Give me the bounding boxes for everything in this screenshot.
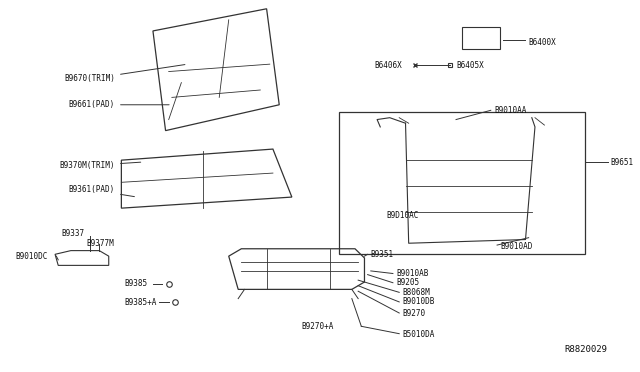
Text: B9010AD: B9010AD: [500, 243, 532, 251]
Text: B9361(PAD): B9361(PAD): [69, 185, 134, 197]
Text: B9385: B9385: [125, 279, 148, 288]
Text: B9270+A: B9270+A: [301, 322, 333, 331]
Text: B9385+A: B9385+A: [125, 298, 157, 307]
Text: B9670(TRIM): B9670(TRIM): [64, 65, 185, 83]
Text: B6400X: B6400X: [529, 38, 556, 46]
Text: B9205: B9205: [396, 278, 419, 287]
Text: B9651: B9651: [611, 157, 634, 167]
Text: B8068M: B8068M: [403, 288, 430, 297]
Text: B9337: B9337: [61, 230, 84, 238]
Text: B6406X: B6406X: [374, 61, 403, 70]
Text: B9010AB: B9010AB: [396, 269, 428, 278]
Text: B9370M(TRIM): B9370M(TRIM): [60, 161, 141, 170]
Text: B9D10AC: B9D10AC: [387, 211, 419, 220]
Bar: [339, 112, 586, 254]
Text: B9351: B9351: [371, 250, 394, 259]
Text: B9010AA: B9010AA: [494, 106, 526, 115]
Text: B9010DB: B9010DB: [403, 298, 435, 307]
Text: B9270: B9270: [403, 308, 426, 318]
Text: B9010DC: B9010DC: [15, 251, 47, 261]
Text: B9377M: B9377M: [86, 239, 115, 248]
Text: B6405X: B6405X: [456, 61, 484, 70]
Text: B5010DA: B5010DA: [403, 330, 435, 339]
Text: B9661(PAD): B9661(PAD): [69, 100, 169, 109]
Text: R8820029: R8820029: [564, 345, 607, 354]
